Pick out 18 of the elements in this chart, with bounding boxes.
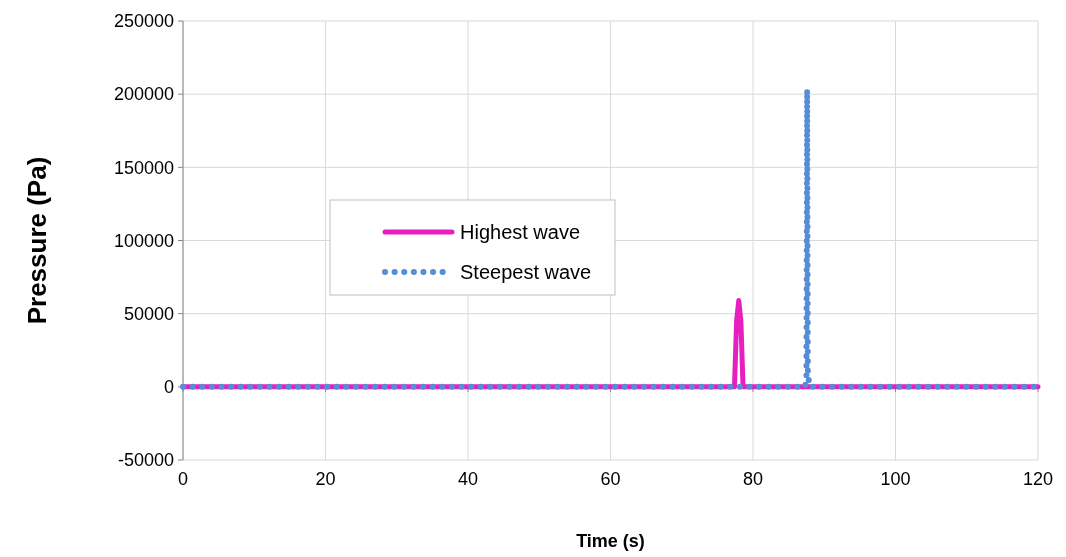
x-tick-label: 100 [880, 469, 911, 489]
x-tick-label: 120 [1022, 469, 1054, 489]
legend-label: Highest wave [460, 221, 581, 243]
y-axis-title: Pressure (Pa) [22, 156, 52, 325]
x-tick-label: 80 [742, 469, 764, 489]
x-tick-label: 0 [177, 469, 189, 489]
y-tick-label: 0 [163, 377, 174, 398]
y-tick-label: -50000 [117, 450, 174, 471]
x-axis-title: Time (s) [576, 531, 645, 551]
legend-label: Steepest wave [460, 261, 592, 283]
x-tick-label: 60 [600, 469, 621, 489]
y-tick-label: 200000 [113, 84, 174, 105]
y-tick-label: 50000 [123, 303, 174, 324]
y-tick-label: 150000 [113, 157, 174, 178]
y-tick-label: 100000 [113, 230, 174, 251]
y-tick-label: 250000 [113, 11, 174, 32]
x-tick-label: 20 [315, 469, 336, 489]
x-tick-label: 40 [457, 469, 479, 489]
